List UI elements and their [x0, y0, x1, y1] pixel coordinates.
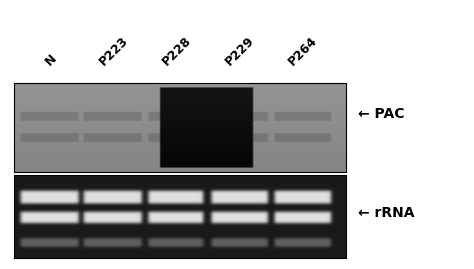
Text: P229: P229 [223, 34, 257, 69]
Text: P223: P223 [97, 34, 131, 69]
Text: N: N [43, 52, 59, 69]
Text: ← rRNA: ← rRNA [358, 206, 414, 220]
Text: P264: P264 [286, 34, 320, 69]
Text: ← PAC: ← PAC [358, 107, 404, 121]
Text: P228: P228 [160, 34, 194, 69]
